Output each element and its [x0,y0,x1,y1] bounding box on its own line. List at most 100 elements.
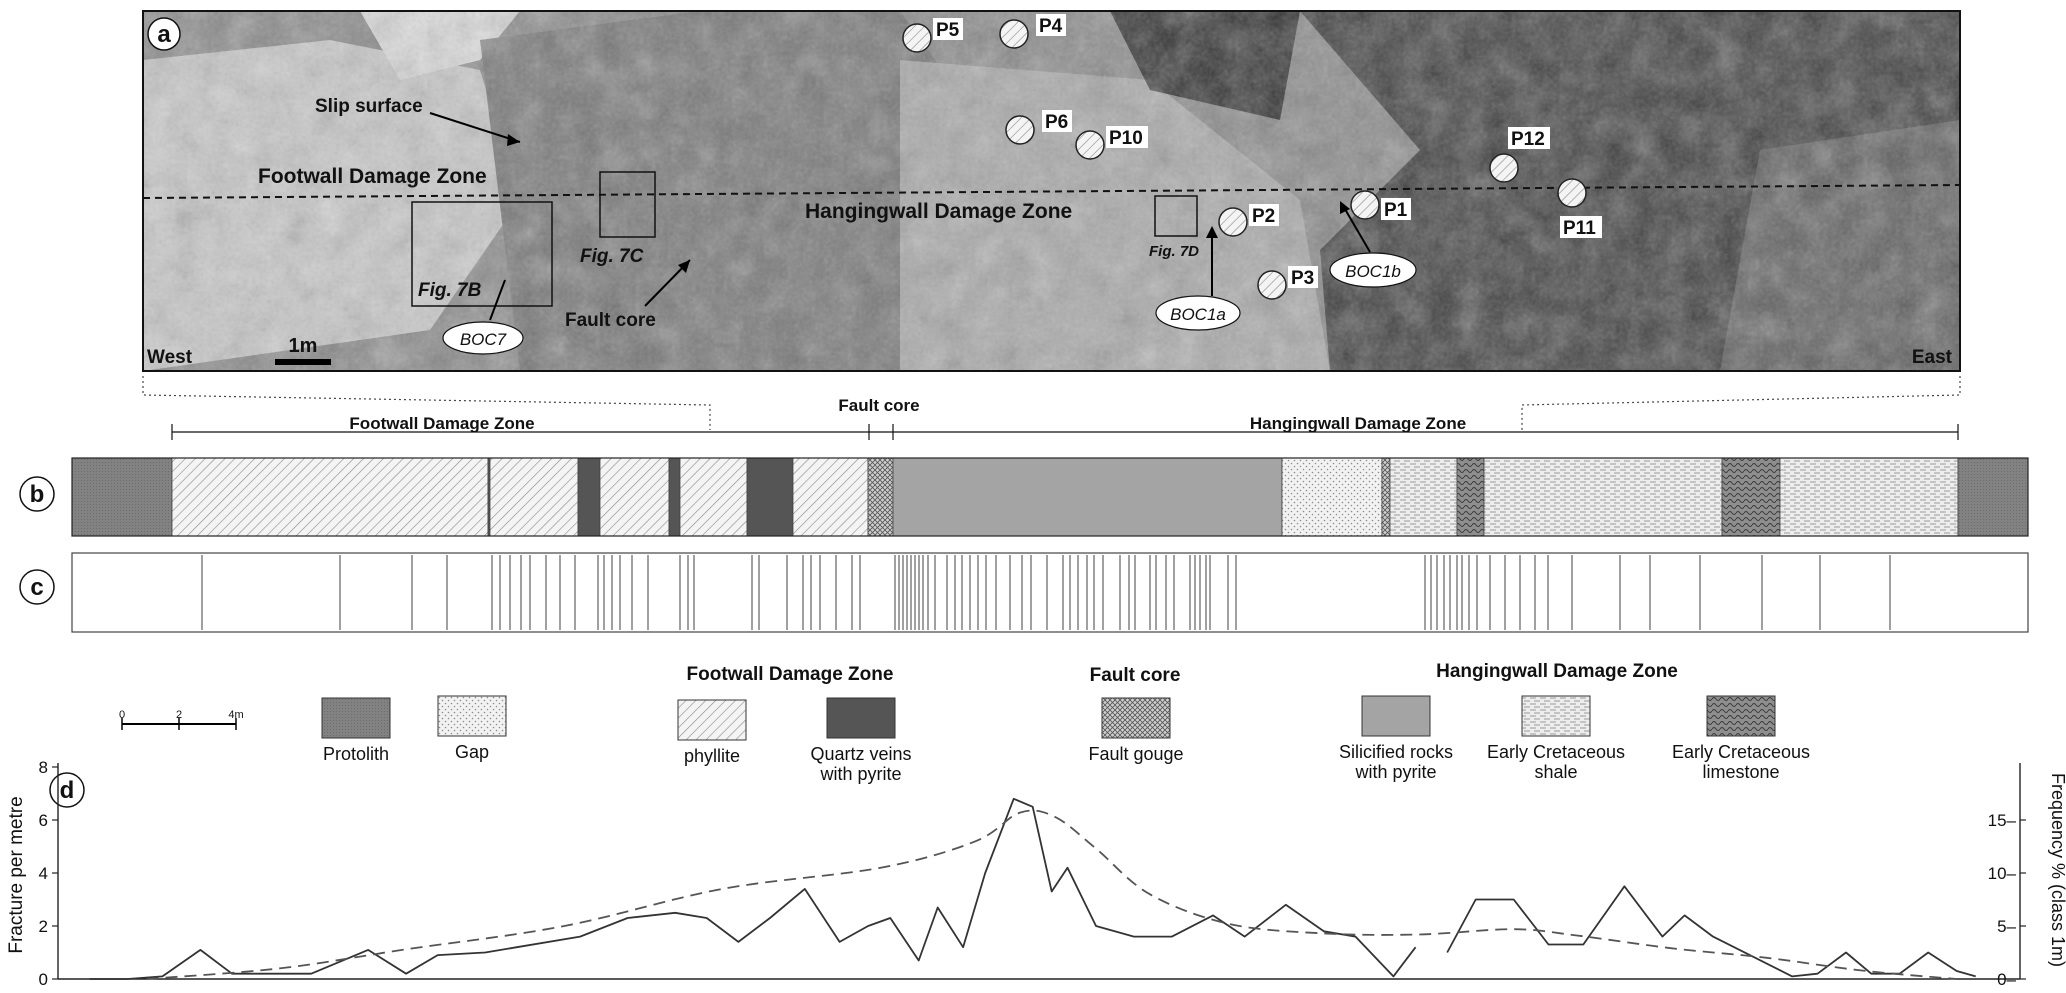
point-p4-label-bg [1036,14,1066,36]
column-footwall-label: Footwall Damage Zone [349,414,534,433]
point-p12-label-bg [1508,127,1550,149]
panel-c-letter: c [30,574,43,601]
column-unit-gap [1281,457,1383,537]
y-tick-label: 8 [39,758,48,777]
column-unit-gouge [867,457,894,537]
point-p4-marker [999,19,1029,49]
legend-swatch-gap [437,695,507,737]
fracture-density-chart: d Fracture per metre Frequency % (class … [6,758,2066,989]
lithology-column [71,457,2029,537]
column-unit-shale [1389,457,1458,537]
point-p11-marker [1557,178,1587,208]
legend: 0 2 4m Footwall Damage Zone Fault core H… [119,661,1810,784]
legend-swatch-gouge [1101,697,1171,739]
column-unit-quartz [577,457,601,537]
legend-items: Protolith Gap phyllite Quartz veins with pyr… [321,695,1810,784]
panel-d-letter: d [60,777,75,804]
point-p1-label: P1 [1384,200,1408,221]
fault-core-label-photo: Fault core [565,310,656,331]
legend-label-silicified: Silicified rocks with pyrite [1339,742,1453,782]
column-unit-gouge [1381,457,1391,537]
footwall-zone-label-photo: Footwall Damage Zone [258,165,487,188]
column-unit-protolith [71,457,173,537]
column-unit-shale [1483,457,1723,537]
column-unit-limestone [1456,457,1485,537]
fracture-scanline-panel: c [19,552,2029,633]
point-p6-marker [1005,115,1035,145]
column-unit-phyllite [599,457,670,537]
legend-scale-bar: 0 2 4m [119,709,244,730]
sample-boc1b: BOC1b [1345,262,1401,281]
chart-series [89,797,1976,980]
y-axis-label: Fracture per metre [6,796,27,953]
legend-scale-4: 4m [228,709,243,721]
column-unit-phyllite [679,457,748,537]
point-p4-label: P4 [1039,16,1063,37]
legend-label-protolith: Protolith [323,744,389,764]
fig-7b-label: Fig. 7B [418,280,482,301]
point-p5-marker [902,23,932,53]
legend-swatch-shale [1521,695,1591,737]
point-p10-label: P10 [1109,128,1143,149]
y2-tick-label: 5– [1997,917,2016,936]
legend-label-phyllite: phyllite [684,746,740,766]
legend-scale-0: 0 [119,709,125,721]
y-tick-label: 0 [39,970,48,989]
point-p2-marker [1218,207,1248,237]
point-p2-label: P2 [1252,206,1275,227]
west-label: West [147,347,193,368]
panel-b-letter: b [30,481,45,508]
legend-label-quartz: Quartz veins with pyrite [810,744,911,784]
legend-swatch-protolith [321,697,391,739]
point-p10-marker [1075,130,1105,160]
legend-group-fault-core: Fault core [1090,665,1181,686]
legend-label-gouge: Fault gouge [1088,744,1183,764]
point-p5-label-bg [933,18,963,40]
chart-axes: 0 2 4 6 8 0– 5– 10– 15– [39,758,2026,989]
point-p3-label: P3 [1291,268,1314,289]
legend-label-shale: Early Cretaceous shale [1487,742,1625,782]
structural-column-panel: b Footwall Damage Zone Fault core Hangin… [19,396,2029,537]
point-p6-label: P6 [1045,112,1068,133]
column-unit-phyllite [489,457,579,537]
fracture-density-line-segment [1446,885,1976,978]
photo-scale-label: 1m [289,335,318,357]
hangingwall-zone-label-photo: Hangingwall Damage Zone [805,200,1072,223]
slip-surface-label: Slip surface [315,96,423,117]
y-tick-label: 6 [39,811,48,830]
fracture-density-line-segment [89,797,1417,980]
point-p11-label-bg [1560,216,1602,238]
y2-axis-label: Frequency % (class 1m) [2048,773,2066,967]
column-fault-core-label: Fault core [838,396,919,415]
column-unit-quartz [668,457,681,537]
column-unit-phyllite [792,457,869,537]
scanline-box [71,552,2029,633]
point-p11-label: P11 [1563,218,1596,239]
point-p3-marker [1257,270,1287,300]
panel-a-letter: a [157,21,171,48]
fracture-ticks [201,555,1891,630]
point-p1-marker [1350,190,1380,220]
point-p5-label: P5 [936,20,960,41]
outcrop-photo [143,11,1960,371]
east-label: East [1912,347,1953,368]
photo-scale-bar [275,359,331,365]
column-unit-quartz [746,457,794,537]
column-unit-protolith [1957,457,2029,537]
fig-7d-label: Fig. 7D [1149,243,1199,260]
y2-tick-label: 10– [1988,864,2017,883]
legend-label-limestone: Early Cretaceous limestone [1672,742,1810,782]
legend-label-gap: Gap [455,742,489,762]
frequency-dashed-line [146,809,1957,980]
column-unit-phyllite [171,457,489,537]
sample-boc1a: BOC1a [1170,305,1226,324]
point-p6-label-bg [1042,110,1072,132]
point-p10-label-bg [1106,126,1148,148]
legend-swatch-quartz [826,697,896,739]
fig-7c-label: Fig. 7C [580,246,644,267]
legend-scale-2: 2 [176,709,182,721]
column-hangingwall-label: Hangingwall Damage Zone [1250,414,1466,433]
sample-boc7: BOC7 [460,330,507,349]
legend-swatch-silicified [1361,695,1431,737]
